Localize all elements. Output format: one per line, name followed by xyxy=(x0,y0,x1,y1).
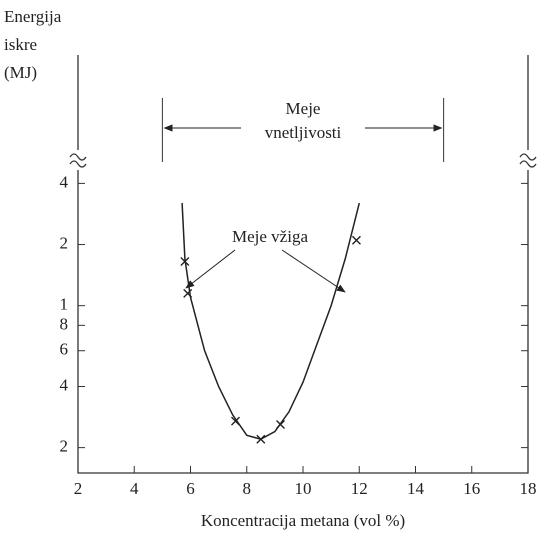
data-marker xyxy=(351,235,361,245)
x-tick-label: 2 xyxy=(74,479,83,498)
y-axis-label: (MJ) xyxy=(4,63,37,82)
data-marker xyxy=(276,419,285,429)
y-axis-label: Energija xyxy=(4,7,62,26)
y-tick-label: 4 xyxy=(60,375,69,394)
x-tick-label: 6 xyxy=(186,479,195,498)
y-tick-label: 8 xyxy=(60,314,69,333)
y-tick-label: 2 xyxy=(60,437,69,456)
x-tick-label: 10 xyxy=(295,479,312,498)
y-tick-label: 2 xyxy=(60,233,69,252)
y-axis-label: iskre xyxy=(4,35,37,54)
annotation-arrow xyxy=(281,249,346,293)
x-tick-label: 14 xyxy=(407,479,425,498)
data-marker xyxy=(183,288,193,298)
x-tick-label: 8 xyxy=(243,479,252,498)
axis-break xyxy=(69,153,537,168)
annotation: Meje xyxy=(286,99,321,118)
y-tick-label: 4 xyxy=(60,172,69,191)
x-tick-label: 4 xyxy=(130,479,139,498)
y-tick-label: 1 xyxy=(60,295,69,314)
x-axis-label: Koncentracija metana (vol %) xyxy=(201,511,405,530)
y-tick-label: 6 xyxy=(60,340,69,359)
data-marker xyxy=(180,257,190,266)
data-marker xyxy=(256,434,266,444)
annotation-arrow xyxy=(185,249,236,289)
annotation: Meje vžiga xyxy=(232,227,308,246)
label-bg xyxy=(241,100,365,146)
x-tick-label: 12 xyxy=(351,479,368,498)
data-marker xyxy=(231,416,240,426)
x-tick-label: 16 xyxy=(463,479,480,498)
annotation: vnetljivosti xyxy=(265,123,342,142)
x-tick-label: 18 xyxy=(520,479,537,498)
